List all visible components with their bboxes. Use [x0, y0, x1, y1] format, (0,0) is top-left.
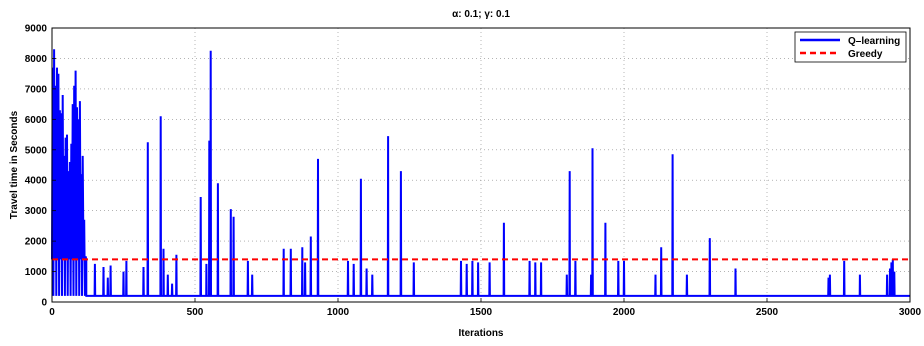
grid [52, 28, 910, 302]
x-tick-label: 2500 [756, 307, 779, 318]
x-tick-label: 2000 [613, 307, 636, 318]
y-axis-label: Travel time in Seconds [9, 110, 20, 219]
y-tick-label: 6000 [25, 115, 48, 126]
y-tick-label: 7000 [25, 84, 48, 95]
y-tick-label: 9000 [25, 24, 48, 35]
legend: Q–learning Greedy [794, 31, 907, 63]
y-tick-label: 4000 [25, 176, 48, 187]
y-tick-label: 0 [41, 298, 47, 309]
y-tick-label: 1000 [25, 267, 48, 278]
axis-ticks: 0 500 1000 1500 2000 2500 3000 0 1000 2000 3000 400… [25, 24, 922, 319]
legend-label-q-learning: Q–learning [848, 36, 900, 47]
y-tick-label: 8000 [25, 54, 48, 65]
series-line-q-learning [51, 49, 910, 297]
legend-label-greedy: Greedy [848, 49, 883, 60]
plot-area [51, 49, 910, 297]
x-tick-label: 500 [187, 307, 204, 318]
y-tick-label: 3000 [25, 206, 48, 217]
y-tick-label: 2000 [25, 237, 48, 248]
y-tick-label: 5000 [25, 145, 48, 156]
x-axis-label: Iterations [458, 328, 503, 339]
x-tick-label: 1000 [327, 307, 350, 318]
x-tick-label: 0 [49, 307, 55, 318]
x-tick-label: 3000 [899, 307, 922, 318]
x-tick-label: 1500 [470, 307, 493, 318]
chart-title: α: 0.1; γ: 0.1 [452, 9, 510, 20]
legend-box [794, 31, 907, 63]
